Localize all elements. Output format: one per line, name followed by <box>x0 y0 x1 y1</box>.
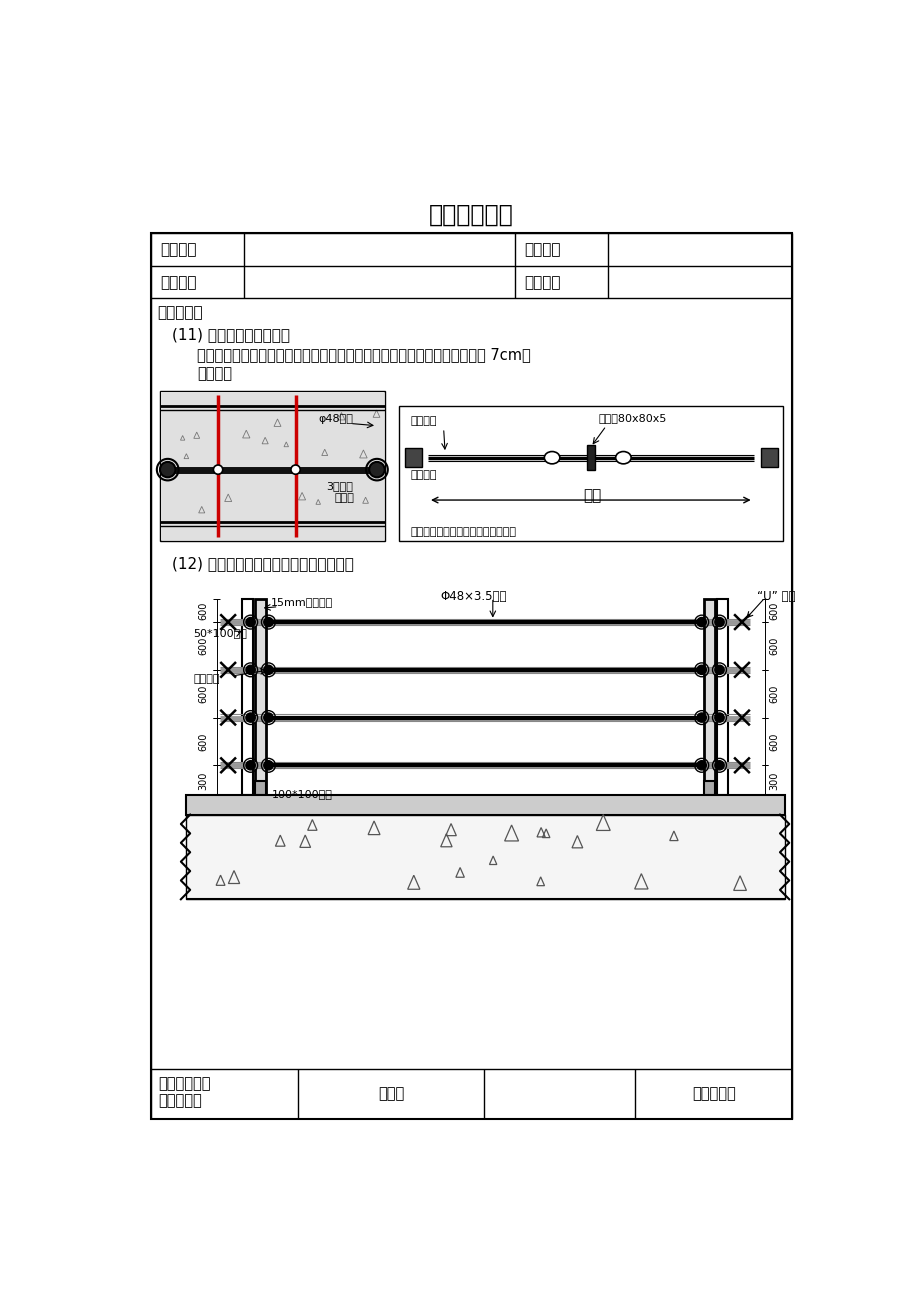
Ellipse shape <box>544 452 560 464</box>
Circle shape <box>245 760 255 769</box>
Text: 墙体距: 墙体距 <box>334 492 354 503</box>
Text: 施工单位: 施工单位 <box>524 242 560 258</box>
Text: 600: 600 <box>199 732 209 751</box>
Text: 见下图：: 见下图： <box>197 366 232 380</box>
Text: 15mm厚多层板: 15mm厚多层板 <box>270 598 333 608</box>
Circle shape <box>697 665 706 674</box>
Text: (12) 内墙支攀及丁字墙节点配模见下图：: (12) 内墙支攀及丁字墙节点配模见下图： <box>172 557 354 572</box>
Bar <box>242 599 253 796</box>
Circle shape <box>264 713 273 723</box>
Text: 地下室外墙焊止水牏穿墙螺栓示意图: 地下室外墙焊止水牏穿墙螺栓示意图 <box>410 527 516 538</box>
Circle shape <box>697 617 706 626</box>
Bar <box>717 599 727 796</box>
Text: 工序名称: 工序名称 <box>524 275 560 290</box>
Text: 塑料圆台: 塑料圆台 <box>410 470 437 480</box>
Circle shape <box>264 760 273 769</box>
Text: 对拉螺栓必须用双螺帽拧紧，不得有松动，螺丝长度要合适，必须长出螺帽 7cm。: 对拉螺栓必须用双螺帽拧紧，不得有松动，螺丝长度要合适，必须长出螺帽 7cm。 <box>197 348 530 362</box>
Text: 600: 600 <box>768 637 778 655</box>
Bar <box>255 599 266 796</box>
Text: (11) 穿墙螺栓加工及安装: (11) 穿墙螺栓加工及安装 <box>172 327 290 342</box>
Text: 600: 600 <box>199 602 209 620</box>
Bar <box>186 796 784 815</box>
Text: 3形扣件: 3形扣件 <box>326 482 353 491</box>
Bar <box>255 781 266 796</box>
Circle shape <box>264 665 273 674</box>
Text: 技术交底记录: 技术交底记录 <box>428 202 514 227</box>
Circle shape <box>714 760 723 769</box>
Text: 600: 600 <box>199 685 209 703</box>
Circle shape <box>160 462 176 478</box>
Circle shape <box>213 465 222 474</box>
Text: φ48钓管: φ48钓管 <box>319 414 353 424</box>
Text: 600: 600 <box>199 637 209 655</box>
Text: 墙厕: 墙厕 <box>583 488 601 503</box>
Circle shape <box>245 665 255 674</box>
Bar <box>703 781 714 796</box>
Text: 50*100方木: 50*100方木 <box>193 629 247 638</box>
Circle shape <box>714 665 723 674</box>
Text: 穿墙螺栓: 穿墙螺栓 <box>193 673 220 684</box>
Circle shape <box>369 462 384 478</box>
Text: 300: 300 <box>768 771 778 789</box>
Bar <box>586 445 594 470</box>
Circle shape <box>245 713 255 723</box>
Text: 600: 600 <box>768 732 778 751</box>
Text: 交底人: 交底人 <box>378 1086 403 1101</box>
Bar <box>151 233 791 1118</box>
Text: 穿墙螺栓: 穿墙螺栓 <box>410 415 437 426</box>
Circle shape <box>714 617 723 626</box>
Text: Φ48×3.5钓管: Φ48×3.5钓管 <box>439 590 506 603</box>
Ellipse shape <box>615 452 630 464</box>
Circle shape <box>245 617 255 626</box>
Circle shape <box>714 713 723 723</box>
Text: 交底部位: 交底部位 <box>160 275 197 290</box>
Text: 工程名称: 工程名称 <box>160 242 197 258</box>
Text: “U” 形托: “U” 形托 <box>756 590 795 603</box>
Bar <box>703 599 714 796</box>
Bar <box>186 815 784 900</box>
Text: 接受交底人: 接受交底人 <box>691 1086 735 1101</box>
Bar <box>404 448 422 467</box>
Circle shape <box>264 617 273 626</box>
Text: 100*100方木: 100*100方木 <box>272 789 333 799</box>
Circle shape <box>697 713 706 723</box>
Circle shape <box>697 760 706 769</box>
Text: 止水片80x80x5: 止水片80x80x5 <box>598 413 666 423</box>
Text: 项目（专业）: 项目（专业） <box>158 1077 210 1091</box>
Text: 交底内容：: 交底内容： <box>156 306 202 320</box>
Bar <box>161 392 383 540</box>
Bar <box>160 391 384 542</box>
Text: 600: 600 <box>768 602 778 620</box>
Bar <box>398 406 782 542</box>
Circle shape <box>290 465 300 474</box>
Text: 300: 300 <box>199 771 209 789</box>
Text: 技术负责人: 技术负责人 <box>158 1094 202 1108</box>
Bar <box>761 448 777 467</box>
Text: 600: 600 <box>768 685 778 703</box>
